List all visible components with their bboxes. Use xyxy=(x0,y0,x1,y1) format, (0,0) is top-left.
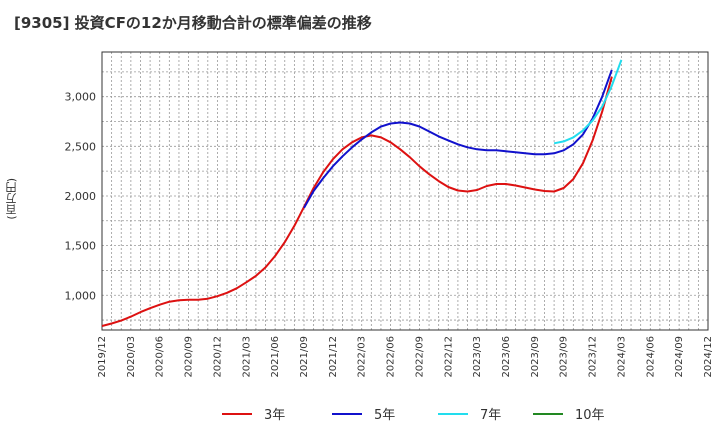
chart-title: [9305] 投資CFの12か月移動合計の標準偏差の推移 xyxy=(14,14,372,32)
y-tick-label: 1,500 xyxy=(65,240,97,253)
legend-label: 3年 xyxy=(264,408,285,423)
x-tick-label: 2023/06 xyxy=(501,336,512,378)
x-tick-label: 2019/12 xyxy=(97,336,108,378)
legend-label: 5年 xyxy=(374,408,395,423)
x-tick-label: 2024/12 xyxy=(703,336,714,378)
series-line-5年 xyxy=(303,69,613,209)
x-tick-label: 2024/09 xyxy=(674,336,685,378)
x-tick-label: 2021/06 xyxy=(270,336,281,378)
x-tick-label: 2021/09 xyxy=(299,336,310,378)
series-line-7年 xyxy=(553,59,623,145)
x-tick-label: 2023/12 xyxy=(588,336,599,378)
y-tick-label: 2,000 xyxy=(65,190,97,203)
plot-area xyxy=(101,51,709,331)
x-tick-label: 2024/06 xyxy=(645,336,656,378)
x-tick-label: 2023/09 xyxy=(559,336,570,378)
x-tick-label: 2020/03 xyxy=(126,336,137,378)
x-tick-label: 2022/09 xyxy=(414,336,425,378)
x-tick-label: 2021/03 xyxy=(241,336,252,378)
x-tick-label: 2022/06 xyxy=(386,336,397,378)
legend-label: 10年 xyxy=(575,408,605,423)
x-tick-label: 2024/03 xyxy=(616,336,627,378)
x-tick-label: 2020/06 xyxy=(155,336,166,378)
x-tick-label: 2021/12 xyxy=(328,336,339,378)
y-tick-label: 2,500 xyxy=(65,140,97,153)
x-tick-label: 2022/03 xyxy=(357,336,368,378)
x-tick-label: 2023/09 xyxy=(530,336,541,378)
x-tick-label: 2020/09 xyxy=(184,336,195,378)
series-line-3年 xyxy=(101,76,613,327)
y-tick-label: 1,000 xyxy=(65,289,97,302)
y-tick-label: 3,000 xyxy=(65,91,97,104)
legend-label: 7年 xyxy=(480,408,501,423)
plot-border xyxy=(101,51,709,331)
x-tick-label: 2020/12 xyxy=(212,336,223,378)
x-tick-label: 2023/03 xyxy=(472,336,483,378)
x-tick-label: 2022/12 xyxy=(443,336,454,378)
